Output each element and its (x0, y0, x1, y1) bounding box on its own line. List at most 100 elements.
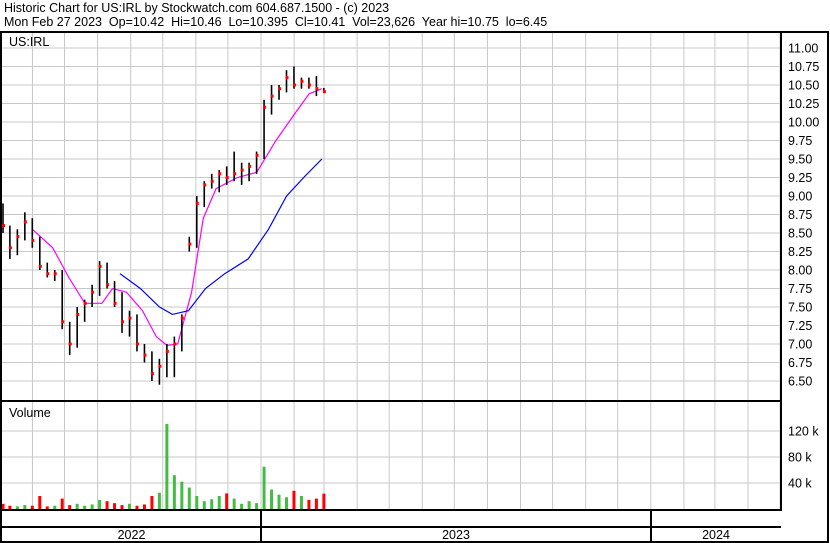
volume-bar (187, 487, 191, 509)
volume-bar (172, 475, 176, 509)
close-marker (23, 220, 27, 224)
price-tick-label: 8.25 (788, 245, 812, 259)
close-marker (218, 172, 222, 176)
close-marker (128, 316, 132, 320)
volume-bar (255, 503, 259, 509)
volume-bar (284, 497, 288, 509)
volume-bar (142, 504, 146, 509)
close-marker (16, 235, 20, 239)
volume-bar (68, 505, 72, 509)
close-marker (210, 179, 214, 183)
close-marker (195, 201, 199, 205)
close-marker (158, 364, 162, 368)
volume-tick-label: 80 k (788, 451, 812, 465)
close-marker (61, 320, 65, 324)
price-tick-label: 8.75 (788, 208, 812, 222)
volume-tick-label: 40 k (788, 477, 812, 491)
close-marker (292, 83, 296, 87)
price-tick-label: 10.50 (788, 79, 819, 93)
close-marker (2, 224, 5, 228)
close-marker (143, 353, 147, 357)
volume-bar (83, 505, 87, 509)
price-bars (2, 66, 326, 385)
price-tick-label: 9.75 (788, 134, 812, 148)
close-marker (180, 316, 184, 320)
price-tick-label: 8.50 (788, 227, 812, 241)
close-marker (113, 301, 117, 305)
volume-bar (314, 498, 318, 509)
price-tick-label: 9.00 (788, 190, 812, 204)
volume-bar (307, 499, 311, 509)
price-tick-label: 6.75 (788, 356, 812, 370)
price-tick-label: 8.00 (788, 264, 812, 278)
volume-bar (8, 505, 12, 509)
close-marker (121, 320, 125, 324)
close-marker (188, 242, 192, 246)
close-marker (270, 94, 274, 98)
close-marker (285, 76, 289, 80)
close-marker (300, 79, 304, 83)
ma-long-line (119, 158, 323, 316)
volume-bar (180, 481, 184, 509)
volume-bar (90, 504, 94, 509)
volume-bar (195, 496, 199, 509)
volume-bar (240, 503, 244, 509)
close-marker (263, 105, 267, 109)
outer-border (0, 31, 829, 543)
close-marker (53, 272, 57, 276)
volume-bar (270, 489, 274, 509)
close-marker (31, 238, 35, 242)
close-marker (315, 87, 319, 91)
price-tick-label: 9.50 (788, 153, 812, 167)
volume-tick-label: 120 k (788, 425, 819, 439)
volume-bar (128, 503, 131, 509)
volume-bar (15, 506, 19, 509)
moving-averages (31, 88, 323, 347)
volume-label: Volume (9, 406, 51, 420)
volume-bar (210, 499, 214, 509)
ma-short-line (31, 88, 323, 347)
grid (2, 33, 781, 510)
volume-bar (38, 496, 42, 509)
close-marker (83, 301, 87, 305)
price-tick-label: 7.50 (788, 301, 812, 315)
volume-bar (23, 505, 27, 509)
close-marker (240, 168, 244, 172)
volume-bar (105, 501, 109, 509)
close-marker (165, 349, 169, 353)
volume-bar (120, 505, 124, 509)
close-marker (278, 87, 282, 91)
price-tick-label: 7.25 (788, 319, 812, 333)
volume-bar (165, 423, 169, 509)
close-marker (225, 176, 229, 179)
volume-bar (322, 493, 326, 509)
close-marker (307, 83, 311, 87)
volume-bar (113, 503, 117, 509)
close-marker (173, 342, 177, 346)
volume-bar (75, 503, 79, 509)
volume-bar (292, 490, 296, 509)
volume-bar (217, 496, 221, 509)
volume-bar (247, 501, 251, 509)
axis-labels: 11.00 10.75 10.50 10.25 10.00 9.75 9.50 9.25 9.0… (118, 42, 820, 543)
year-label: 2024 (702, 528, 730, 542)
price-tick-label: 11.00 (788, 42, 818, 56)
volume-bar (60, 498, 64, 509)
close-marker (91, 290, 95, 294)
close-marker (248, 164, 252, 168)
volume-bar (53, 505, 57, 509)
close-marker (8, 246, 12, 250)
volume-bar (45, 506, 49, 509)
close-marker (322, 90, 326, 94)
price-tick-label: 6.50 (788, 375, 812, 389)
volume-bar (277, 494, 281, 509)
volume-bar (135, 505, 139, 509)
close-marker (68, 342, 72, 346)
close-marker (255, 153, 259, 157)
symbol-label: US:IRL (9, 35, 49, 49)
volume-bar (150, 496, 154, 509)
price-tick-label: 10.75 (788, 60, 819, 74)
close-marker (233, 172, 237, 176)
year-label: 2022 (118, 528, 146, 542)
